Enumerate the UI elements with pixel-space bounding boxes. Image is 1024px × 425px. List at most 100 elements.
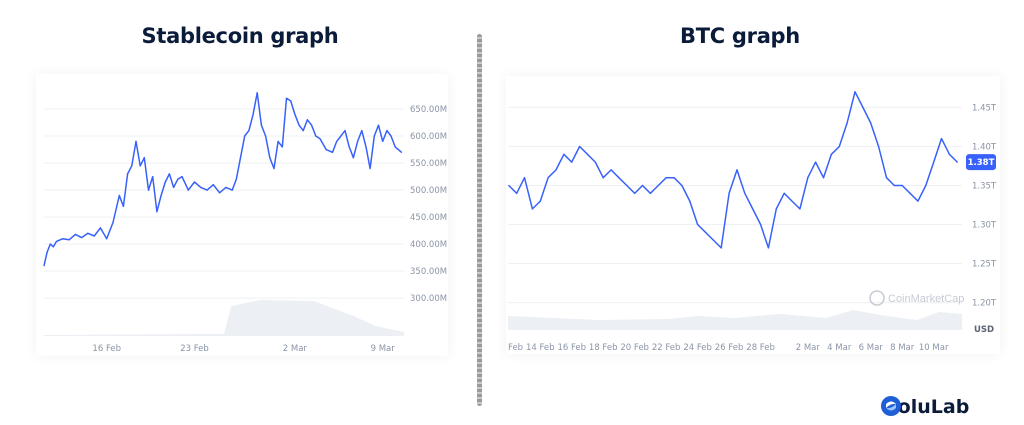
data-point	[665, 177, 667, 179]
x-tick-label: 28 Feb	[746, 343, 775, 353]
data-point	[277, 140, 279, 142]
data-point	[112, 221, 114, 224]
data-point	[382, 140, 384, 142]
x-tick-label: 8 Mar	[890, 343, 915, 353]
data-point	[523, 177, 526, 179]
current-value-badge	[966, 154, 996, 171]
volume-area	[44, 300, 404, 336]
data-point	[290, 100, 292, 102]
data-point	[878, 145, 880, 148]
y-tick-label: 1.40T	[972, 142, 997, 152]
data-point	[219, 192, 221, 194]
data-point	[657, 184, 659, 187]
data-point	[369, 167, 371, 170]
data-point	[547, 177, 549, 179]
data-point	[311, 124, 313, 126]
data-point	[571, 161, 573, 163]
data-point	[260, 124, 262, 126]
data-point	[164, 181, 166, 183]
y-tick-label: 1.35T	[972, 181, 997, 191]
data-point	[135, 140, 137, 142]
data-point	[244, 135, 246, 137]
data-point	[744, 192, 746, 194]
data-point	[248, 130, 250, 132]
data-point	[579, 145, 581, 148]
y-tick-label: 1.25T	[972, 260, 997, 270]
data-point	[55, 240, 58, 242]
data-point	[854, 91, 856, 93]
data-point	[917, 200, 919, 202]
data-point	[752, 208, 754, 210]
data-point	[563, 153, 565, 155]
data-point	[62, 238, 64, 240]
data-point	[909, 192, 911, 194]
data-point	[127, 173, 129, 175]
data-point	[315, 135, 317, 137]
data-point	[87, 232, 89, 234]
x-tick-label: 18 Feb	[589, 343, 618, 353]
data-point	[400, 151, 403, 153]
data-point	[673, 177, 675, 179]
data-point	[377, 124, 380, 126]
x-tick-label: 14 Feb	[526, 343, 555, 353]
data-point	[618, 177, 620, 179]
data-point	[177, 178, 179, 180]
coinmarketcap-watermark-icon	[869, 290, 885, 306]
data-point	[156, 211, 158, 213]
coinmarketcap-watermark: CoinMarketCap	[888, 293, 964, 305]
data-point	[252, 113, 254, 115]
y-tick-label: 1.20T	[972, 299, 997, 309]
data-point	[815, 161, 817, 163]
btc-chart-title: BTC graph	[680, 24, 800, 48]
data-point	[940, 138, 943, 140]
x-tick-label: 20 Feb	[620, 343, 649, 353]
data-point	[728, 192, 730, 194]
data-point	[516, 192, 518, 194]
data-point	[626, 184, 628, 187]
data-point	[319, 138, 321, 140]
data-point	[143, 157, 145, 159]
data-point	[235, 178, 237, 180]
stablecoin-chart-title: Stablecoin graph	[141, 24, 339, 48]
data-point	[689, 200, 691, 202]
y-tick-label: 550.00M	[410, 159, 447, 169]
data-point	[799, 208, 801, 210]
data-point	[168, 173, 170, 175]
data-point	[68, 239, 70, 241]
data-point	[122, 205, 124, 207]
y-tick-label: 1.30T	[972, 221, 997, 231]
data-point	[294, 113, 296, 115]
data-point	[838, 145, 840, 148]
data-point	[373, 135, 375, 137]
x-tick-label: 26 Feb	[715, 343, 744, 353]
data-point	[256, 92, 258, 94]
data-point	[231, 189, 233, 191]
data-point	[697, 223, 699, 226]
y-tick-label: 1.45T	[972, 103, 997, 113]
data-point	[736, 169, 738, 171]
y-tick-label: 350.00M	[410, 267, 447, 277]
stablecoin-chart-panel: 300.00M 350.00M 400.00M 450.00M 500.00M 550.0…	[36, 74, 448, 356]
data-point	[285, 97, 288, 99]
data-point	[508, 184, 510, 187]
data-point	[239, 157, 242, 159]
x-tick-label: 2 Mar	[796, 343, 821, 353]
data-point	[539, 200, 541, 202]
x-tick-label: 12 Feb	[506, 343, 523, 353]
data-point	[555, 169, 557, 171]
data-point	[901, 184, 903, 187]
data-point	[862, 106, 864, 108]
solulab-logo: SoluLab	[880, 395, 969, 419]
data-point	[99, 227, 101, 229]
data-point	[187, 189, 189, 191]
data-point	[273, 167, 275, 170]
y-tick-label: 650.00M	[410, 105, 447, 115]
solulab-logo-text: SoluLab	[884, 396, 970, 418]
data-point	[193, 181, 196, 183]
data-point	[602, 177, 604, 179]
x-tick-label: 4 Mar	[827, 343, 852, 353]
data-point	[357, 140, 359, 142]
data-point	[641, 184, 644, 187]
data-point	[365, 146, 367, 148]
